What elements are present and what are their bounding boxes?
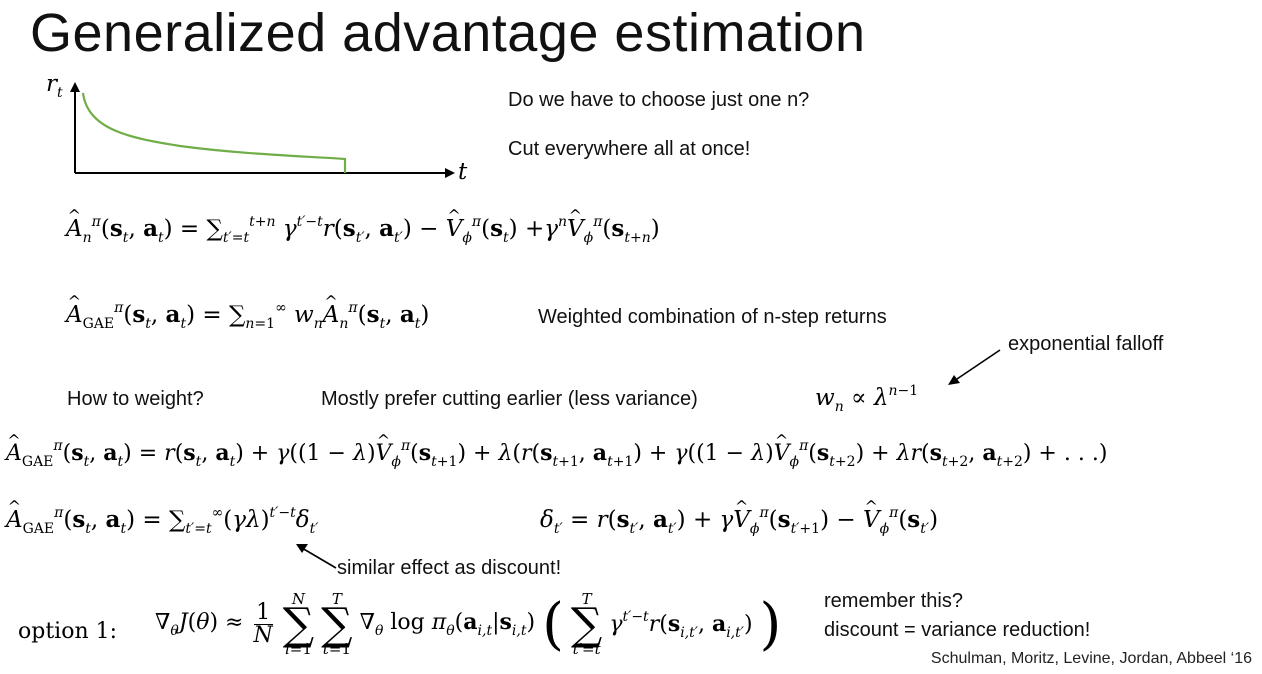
weighted-combination-text: Weighted combination of n-step returns bbox=[538, 306, 887, 329]
discount-arrow bbox=[292, 540, 342, 574]
prefer-earlier-text: Mostly prefer cutting earlier (less vari… bbox=[321, 388, 698, 411]
equation-n-step-advantage: Anπ(st, at) = ∑t′=tt+n γt′−tr(st′, at′) … bbox=[66, 214, 660, 246]
citation-credit: Schulman, Moritz, Levine, Jordan, Abbeel… bbox=[931, 650, 1252, 668]
equation-gae-weighted-sum: AGAEπ(st, at) = ∑n=1∞ wnAnπ(st, at) bbox=[66, 300, 429, 332]
weight-proportional-formula: wn ∝ λn−1 bbox=[815, 383, 918, 415]
x-axis-label: t bbox=[458, 159, 467, 185]
reward-decay-curve bbox=[83, 93, 345, 173]
equation-gae-delta-sum: AGAEπ(st, at) = ∑t′=t∞(γλ)t′−tδt′ bbox=[6, 505, 318, 537]
equation-gae-expanded: AGAEπ(st, at) = r(st, at) + γ((1 − λ)Vϕπ… bbox=[6, 438, 1107, 470]
remember-text: remember this? bbox=[824, 590, 963, 613]
x-axis-arrow bbox=[445, 168, 455, 178]
exponential-falloff-text: exponential falloff bbox=[1008, 333, 1163, 356]
similar-effect-text: similar effect as discount! bbox=[337, 557, 561, 580]
y-axis-label: rt bbox=[46, 71, 63, 101]
how-to-weight-text: How to weight? bbox=[67, 388, 204, 411]
slide-title: Generalized advantage estimation bbox=[30, 2, 866, 64]
falloff-arrow bbox=[940, 345, 1010, 390]
equation-td-error: δt′ = r(st′, at′) + γVϕπ(st′+1) − Vϕπ(st… bbox=[540, 505, 938, 537]
variance-reduction-text: discount = variance reduction! bbox=[824, 619, 1090, 642]
question-text: Do we have to choose just one n? bbox=[508, 89, 809, 112]
reward-curve-graph bbox=[40, 70, 480, 200]
answer-text: Cut everywhere all at once! bbox=[508, 138, 750, 161]
option-label: option 1: bbox=[18, 619, 117, 644]
y-axis-arrow bbox=[70, 82, 80, 92]
